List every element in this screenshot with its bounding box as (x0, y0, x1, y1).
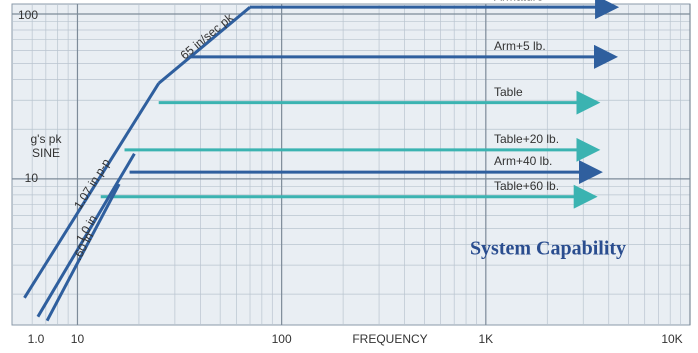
plot-area (11, 3, 691, 326)
x-tick-label: 10K (661, 332, 682, 346)
series-label: Table (494, 85, 523, 99)
series-label: Arm+5 lb. (494, 39, 546, 53)
series-label: Table+20 lb. (494, 132, 559, 146)
series-label: Armature (494, 0, 544, 3)
series-line (23, 82, 160, 299)
y-axis-label: g's pk SINE (31, 132, 63, 160)
x-tick-label: 10 (71, 332, 85, 346)
series-line (45, 183, 121, 322)
y-tick-label: 100 (18, 8, 38, 22)
series-label: Arm+40 lb. (494, 154, 552, 168)
x-tick-label: 1K (478, 332, 493, 346)
x-axis-label: FREQUENCY (352, 332, 427, 346)
series-line (157, 6, 251, 85)
x-tick-label: 100 (272, 332, 292, 346)
series-line (36, 153, 136, 318)
y-tick-label: 10 (25, 171, 39, 185)
series-label: Table+60 lb. (494, 179, 559, 193)
annotation: 1.0 (28, 332, 45, 346)
chart-title: System Capability (470, 238, 626, 260)
